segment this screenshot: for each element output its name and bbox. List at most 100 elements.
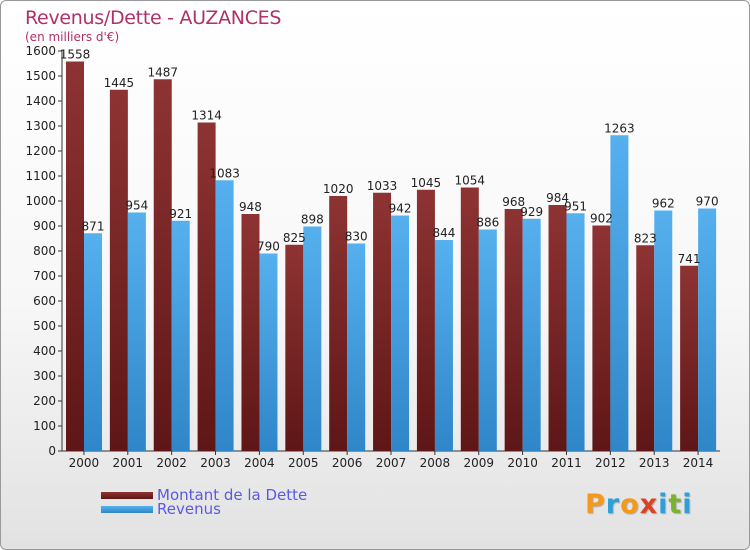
y-tick-label: 1600: [25, 44, 56, 58]
label-debt-2014: 741: [678, 252, 701, 266]
y-tick-label: 100: [33, 419, 56, 433]
y-tick-label: 1500: [25, 69, 56, 83]
label-revenue-2001: 954: [125, 199, 148, 213]
label-debt-2001: 1445: [104, 76, 135, 90]
x-tick-label-2001: 2001: [113, 456, 144, 470]
label-revenue-2012: 1263: [604, 121, 635, 135]
x-tick-label-2011: 2011: [551, 456, 582, 470]
bar-debt-2009: [460, 187, 479, 451]
label-revenue-2000: 871: [82, 219, 105, 233]
legend-swatch-revenue: [101, 505, 153, 513]
label-debt-2005: 825: [283, 231, 306, 245]
label-revenue-2014: 970: [696, 195, 719, 209]
y-tick-label: 1100: [25, 169, 56, 183]
y-tick-label: 500: [33, 319, 56, 333]
bar-revenue-2000: [84, 233, 102, 451]
bar-revenue-2004: [259, 253, 278, 451]
label-revenue-2011: 951: [564, 199, 587, 213]
logo-letter: P: [585, 489, 606, 520]
x-tick-label-2004: 2004: [244, 456, 275, 470]
legend-item-debt: Montant de la Dette: [101, 486, 308, 504]
label-debt-2006: 1020: [323, 182, 354, 196]
bar-debt-2004: [241, 214, 260, 451]
bar-revenue-2010: [522, 218, 541, 451]
label-revenue-2003: 1083: [209, 166, 240, 180]
x-tick-label-2002: 2002: [156, 456, 187, 470]
logo-letter: o: [620, 489, 640, 520]
bar-revenue-2006: [347, 243, 366, 451]
legend-swatch-debt: [101, 491, 153, 499]
y-tick-label: 300: [33, 369, 56, 383]
y-tick-label: 1200: [25, 144, 56, 158]
label-revenue-2006: 830: [345, 230, 368, 244]
x-tick-label-2012: 2012: [595, 456, 626, 470]
x-tick-label-2013: 2013: [639, 456, 670, 470]
bar-revenue-2012: [610, 135, 629, 451]
x-tick-label-2014: 2014: [683, 456, 714, 470]
label-revenue-2004: 790: [257, 240, 280, 254]
chart-title: Revenus/Dette - AUZANCES: [25, 7, 282, 29]
bar-debt-2011: [548, 205, 567, 451]
label-debt-2002: 1487: [147, 65, 178, 79]
logo-letter: i: [658, 489, 669, 520]
bar-debt-2007: [373, 192, 392, 451]
label-debt-2012: 902: [590, 212, 613, 226]
y-tick-label: 700: [33, 269, 56, 283]
label-debt-2009: 1054: [455, 174, 486, 188]
bar-debt-2006: [329, 196, 348, 451]
bar-revenue-2005: [303, 226, 322, 451]
logo-letter: r: [605, 489, 621, 520]
label-debt-2008: 1045: [411, 176, 442, 190]
label-debt-2011: 984: [546, 191, 569, 205]
x-tick-label-2007: 2007: [376, 456, 407, 470]
label-revenue-2008: 844: [432, 226, 455, 240]
bar-debt-2001: [109, 89, 128, 451]
bar-debt-2000: [66, 61, 84, 451]
y-tick-label: 400: [33, 344, 56, 358]
bar-revenue-2008: [434, 240, 453, 451]
chart-subtitle: (en milliers d'€): [25, 30, 120, 44]
label-debt-2000: 1558: [60, 48, 91, 62]
y-tick-label: 600: [33, 294, 56, 308]
logo-letter: i: [682, 489, 693, 520]
bar-debt-2002: [153, 79, 172, 451]
x-tick-label-2006: 2006: [332, 456, 363, 470]
bar-revenue-2011: [566, 213, 585, 451]
bar-revenue-2003: [215, 180, 234, 451]
label-debt-2004: 948: [239, 200, 262, 214]
chart-bars: [66, 61, 717, 451]
label-revenue-2005: 898: [301, 213, 324, 227]
x-tick-label-2009: 2009: [463, 456, 494, 470]
label-debt-2013: 823: [634, 231, 657, 245]
logo-letter: x: [639, 489, 659, 520]
legend-label-revenue: Revenus: [157, 500, 221, 518]
y-tick-label: 1300: [25, 119, 56, 133]
x-tick-label-2003: 2003: [200, 456, 231, 470]
logo-letter: t: [668, 489, 683, 520]
label-debt-2010: 968: [502, 195, 525, 209]
bar-debt-2010: [504, 209, 523, 451]
legend-label-debt: Montant de la Dette: [157, 486, 308, 504]
x-tick-label-2008: 2008: [420, 456, 451, 470]
y-tick-label: 0: [48, 444, 56, 458]
bar-revenue-2002: [171, 220, 190, 451]
bar-debt-2005: [285, 244, 304, 451]
bar-revenue-2014: [698, 208, 717, 451]
legend-item-revenue: Revenus: [101, 500, 221, 518]
bar-debt-2008: [416, 189, 435, 451]
y-tick-label: 200: [33, 394, 56, 408]
x-tick-label-2000: 2000: [69, 456, 100, 470]
label-revenue-2002: 921: [169, 207, 192, 221]
bar-debt-2003: [197, 122, 216, 451]
label-revenue-2010: 929: [520, 205, 543, 219]
bar-revenue-2013: [654, 210, 673, 451]
label-debt-2003: 1314: [191, 109, 222, 123]
bar-revenue-2007: [391, 215, 410, 451]
bar-debt-2013: [636, 245, 655, 451]
x-tick-label-2005: 2005: [288, 456, 319, 470]
y-tick-label: 900: [33, 219, 56, 233]
proxiti-logo: Proxiti: [585, 489, 693, 520]
bar-debt-2012: [592, 225, 611, 451]
